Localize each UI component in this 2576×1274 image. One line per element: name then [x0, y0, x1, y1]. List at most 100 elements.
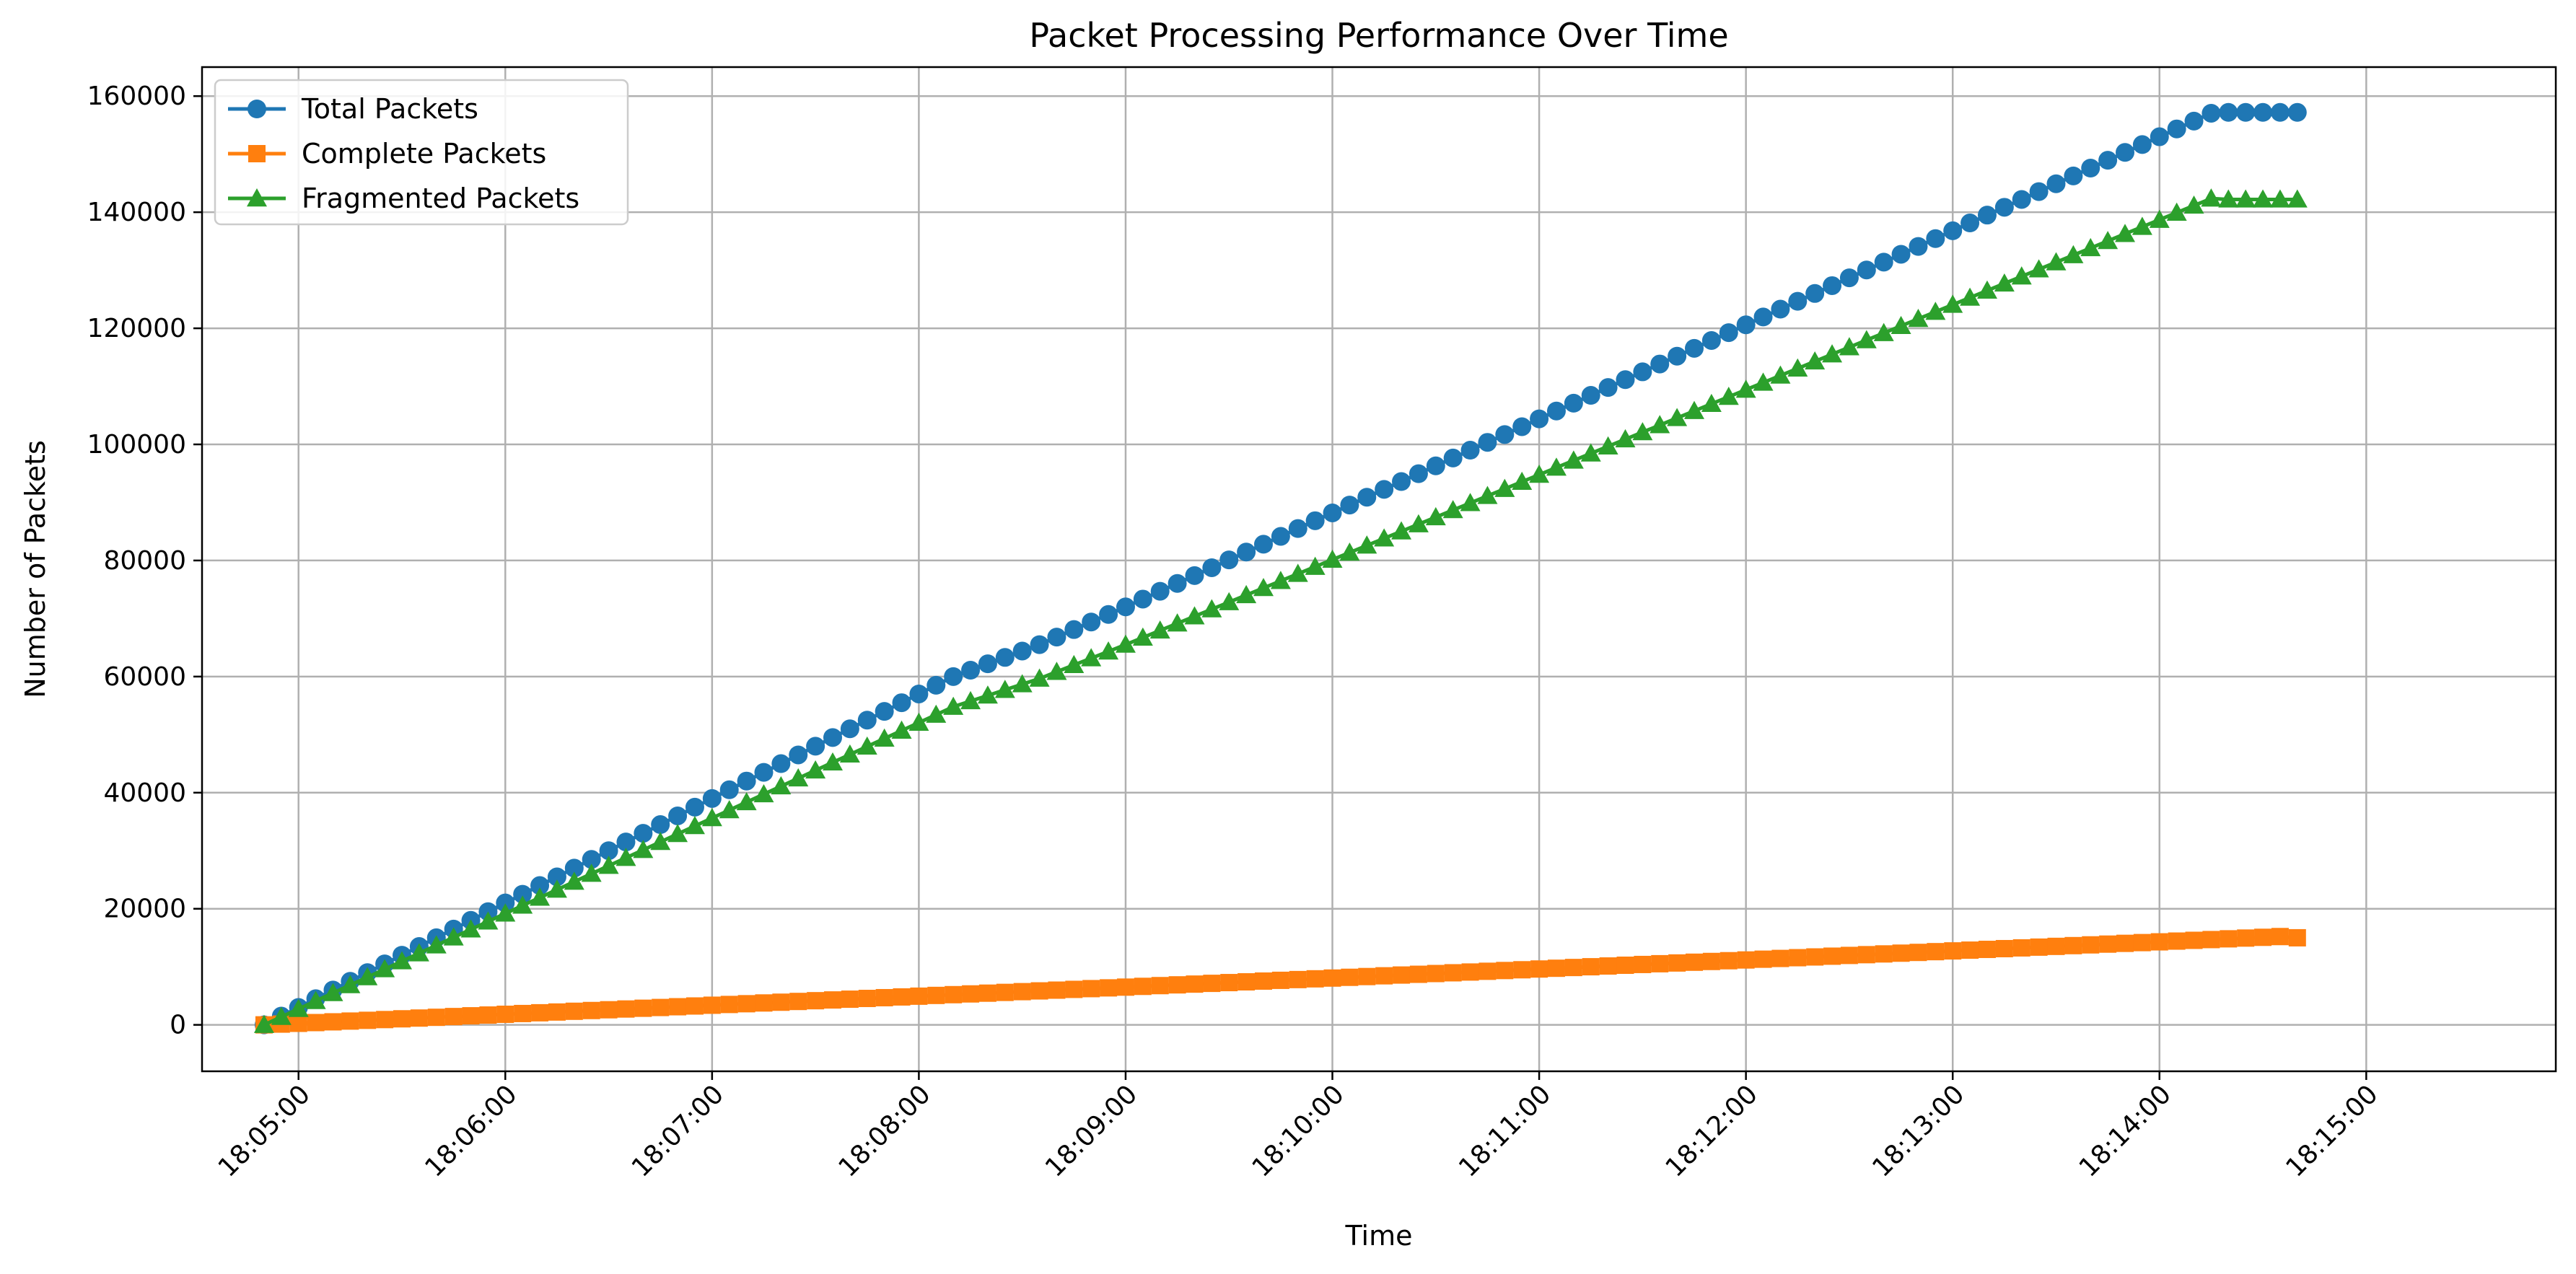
data-point: [1323, 503, 1342, 522]
data-point: [788, 768, 809, 787]
legend-marker: [247, 188, 267, 207]
data-point: [2064, 936, 2082, 954]
data-point: [2270, 102, 2290, 122]
data-point: [1081, 648, 1102, 667]
data-point: [1271, 971, 1289, 989]
data-point: [1994, 273, 2015, 292]
data-point: [1616, 370, 1635, 390]
data-point: [858, 990, 876, 1008]
data-point: [910, 987, 928, 1005]
data-point: [1255, 972, 1273, 990]
data-point: [2115, 224, 2136, 242]
data-point: [719, 780, 739, 799]
data-point: [719, 799, 740, 819]
data-point: [1184, 606, 1205, 625]
data-point: [633, 840, 654, 858]
data-point: [1064, 654, 1085, 674]
data-point: [564, 858, 584, 878]
data-point: [514, 1004, 532, 1022]
y-axis-ticks: 0 20000 40000 60000 80000 100000 120000 140000 1…: [87, 82, 202, 1040]
data-point: [2150, 127, 2169, 146]
data-point: [1409, 965, 1427, 983]
data-point: [1375, 967, 1393, 985]
data-point: [1598, 378, 1618, 397]
y-tick-label: 120000: [87, 314, 186, 343]
data-point: [1651, 954, 1669, 972]
data-point: [1546, 401, 1566, 421]
data-point: [1650, 354, 1670, 374]
y-tick-label: 0: [170, 1011, 186, 1040]
data-point: [978, 654, 997, 674]
data-point: [2287, 189, 2308, 208]
data-point: [1461, 963, 1479, 981]
data-point: [755, 994, 773, 1012]
data-point: [1391, 521, 1412, 540]
data-point: [684, 816, 705, 835]
data-point: [720, 996, 738, 1014]
data-point: [736, 791, 757, 811]
data-point: [1132, 627, 1153, 646]
data-point: [2166, 202, 2187, 221]
data-point: [2235, 189, 2256, 208]
data-point: [1598, 436, 1618, 454]
data-point: [1978, 941, 1996, 959]
data-point: [1529, 465, 1550, 483]
data-point: [1823, 947, 1841, 965]
data-point: [1633, 362, 1652, 382]
data-point: [1822, 344, 1843, 363]
legend-marker: [248, 145, 266, 162]
data-point: [1374, 528, 1395, 547]
data-point: [478, 911, 499, 930]
data-point: [1357, 535, 1377, 554]
legend-marker: [247, 100, 266, 118]
data-point: [1047, 628, 1066, 647]
data-point: [271, 1006, 292, 1025]
data-point: [1702, 952, 1720, 970]
data-point: [444, 1008, 463, 1026]
data-point: [443, 927, 464, 946]
data-point: [1806, 948, 1824, 966]
data-point: [1168, 976, 1186, 994]
data-point: [548, 1003, 566, 1021]
data-point: [1323, 969, 1341, 987]
data-point: [1202, 558, 1222, 577]
data-point: [703, 996, 721, 1014]
data-point: [961, 661, 981, 680]
legend-label: Complete Packets: [302, 138, 546, 170]
data-point: [1512, 471, 1533, 491]
data-point: [977, 685, 998, 704]
data-point: [1116, 978, 1134, 996]
data-point: [1149, 620, 1170, 639]
data-point: [374, 959, 395, 978]
data-point: [1805, 351, 1826, 370]
data-point: [1805, 284, 1825, 303]
data-point: [1392, 472, 1411, 491]
data-point: [1667, 408, 1688, 426]
data-point: [909, 684, 929, 703]
data-point: [685, 797, 704, 817]
data-point: [1116, 597, 1135, 617]
data-point: [2132, 135, 2152, 154]
data-point: [2168, 932, 2186, 950]
data-point: [1943, 221, 1963, 240]
data-point: [1427, 965, 1445, 983]
data-point: [1530, 409, 1549, 429]
data-point: [651, 815, 670, 835]
legend-box: [214, 79, 629, 226]
data-point: [2116, 934, 2134, 952]
data-point: [737, 995, 755, 1013]
data-point: [2063, 245, 2084, 263]
data-point: [307, 1014, 325, 1032]
data-point: [754, 763, 774, 782]
data-point: [943, 696, 964, 715]
data-point: [2237, 929, 2255, 947]
data-point: [771, 754, 791, 773]
data-point: [1012, 641, 1032, 661]
data-point: [600, 1001, 618, 1019]
data-point: [496, 893, 515, 913]
data-point: [1546, 457, 1567, 476]
data-point: [1891, 315, 1911, 335]
data-point: [1046, 662, 1067, 680]
data-point: [1219, 550, 1239, 570]
